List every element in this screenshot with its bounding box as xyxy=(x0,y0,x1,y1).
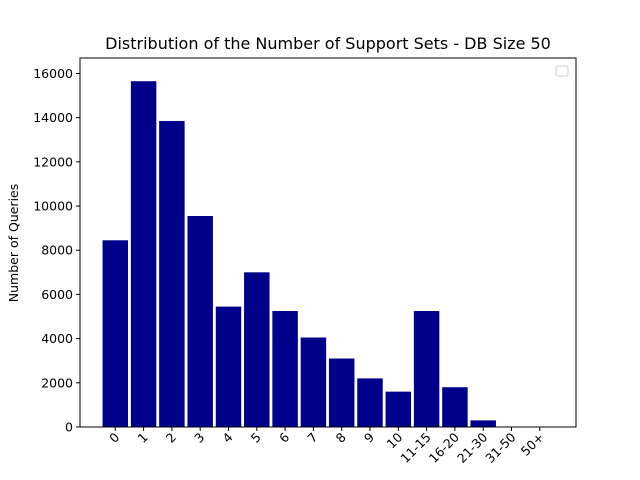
y-tick-label: 12000 xyxy=(33,154,73,169)
bar-21-30 xyxy=(470,420,496,427)
bar-8 xyxy=(328,358,355,427)
x-tick-label: 11-15 xyxy=(397,430,433,466)
bar-9 xyxy=(357,378,383,427)
x-tick-label: 0 xyxy=(106,429,122,445)
bar-7 xyxy=(300,337,327,427)
x-tick-label: 4 xyxy=(219,429,235,445)
x-tick-label: 31-50 xyxy=(482,429,518,465)
x-tick-label: 5 xyxy=(248,430,264,446)
y-tick-label: 0 xyxy=(65,420,73,435)
y-tick-label: 2000 xyxy=(41,375,73,390)
bar-1 xyxy=(130,81,157,427)
bar-2 xyxy=(159,120,185,427)
x-tick-label: 7 xyxy=(304,430,320,446)
bar-5 xyxy=(244,272,270,427)
x-tick-label: 10 xyxy=(384,429,406,451)
bar-0 xyxy=(102,240,129,427)
legend-box xyxy=(555,65,569,77)
chart-title: Distribution of the Number of Support Se… xyxy=(105,34,551,53)
bar-4 xyxy=(215,306,242,427)
y-tick-label: 14000 xyxy=(33,110,73,125)
bar-16-20 xyxy=(442,387,468,427)
x-tick-label: 3 xyxy=(191,430,207,446)
bars-layer xyxy=(102,81,496,427)
y-tick-label: 4000 xyxy=(41,331,73,346)
x-tick-label: 16-20 xyxy=(426,429,462,465)
x-tick-label: 1 xyxy=(134,430,150,446)
x-tick-label: 6 xyxy=(276,429,292,445)
x-tick-label: 8 xyxy=(333,429,349,445)
x-tick-label: 2 xyxy=(163,430,179,446)
x-tick-label: 9 xyxy=(361,429,377,445)
y-axis: 0 2000 4000 6000 8000 10000 12000 14000 16000 xyxy=(33,66,80,435)
y-tick-label: 16000 xyxy=(33,66,73,81)
bar-11-15 xyxy=(413,311,440,427)
y-tick-label: 6000 xyxy=(41,287,73,302)
bar-10 xyxy=(385,391,412,427)
y-axis-label: Number of Queries xyxy=(6,184,21,302)
y-tick-label: 10000 xyxy=(33,199,73,214)
bar-6 xyxy=(272,311,298,427)
x-tick-label: 50+ xyxy=(518,430,547,459)
bar-3 xyxy=(187,215,213,427)
y-tick-label: 8000 xyxy=(41,243,73,258)
plot-frame xyxy=(79,57,577,428)
x-tick-label: 21-30 xyxy=(454,429,490,465)
